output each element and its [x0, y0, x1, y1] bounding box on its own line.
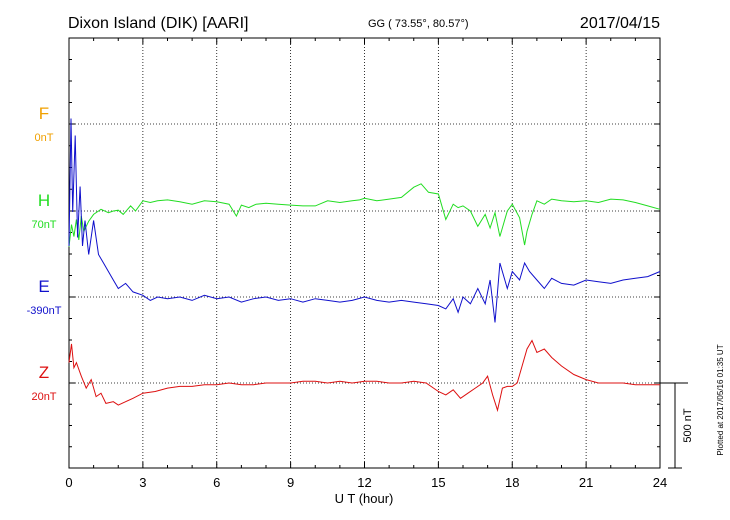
station-title: Dixon Island (DIK) [AARI]	[68, 15, 249, 32]
series-line-h	[68, 183, 661, 247]
x-tick-label: 9	[287, 475, 294, 490]
component-baseline-f: 0nT	[35, 132, 54, 144]
x-tick-label: 21	[579, 475, 593, 490]
component-letter-f: F	[39, 104, 49, 123]
series-line-z	[68, 339, 660, 413]
plotted-timestamp: Plotted at 2017/05/16 01:35 UT	[716, 344, 725, 455]
geographic-coordinates: GG ( 73.55°, 80.57°)	[368, 18, 469, 30]
x-axis-label: U T (hour)	[335, 491, 394, 506]
x-tick-label: 15	[431, 475, 445, 490]
component-letter-h: H	[38, 191, 50, 210]
x-tick-label: 3	[139, 475, 146, 490]
x-tick-label: 6	[213, 475, 220, 490]
component-baseline-h: 70nT	[31, 219, 56, 231]
plot-frame	[68, 37, 661, 469]
chart-date: 2017/04/15	[580, 15, 660, 32]
series-line-e	[68, 118, 661, 323]
component-letter-e: E	[38, 277, 49, 296]
component-labels: F 0nT H 70nT E -390nT Z 20nT	[27, 104, 62, 403]
x-tick-label: 12	[357, 475, 371, 490]
axis-ticks	[68, 37, 661, 469]
x-tick-label: 18	[505, 475, 519, 490]
grid-lines	[69, 38, 660, 468]
x-tick-labels: 0 3 6 9 12 15 18 21 24	[65, 475, 667, 490]
x-tick-label: 24	[653, 475, 667, 490]
scale-bar-label: 500 nT	[682, 408, 694, 443]
x-tick-label: 0	[65, 475, 72, 490]
scale-bar: 500 nT	[660, 382, 694, 469]
component-letter-z: Z	[39, 363, 49, 382]
component-baseline-z: 20nT	[31, 391, 56, 403]
series-lines	[68, 118, 661, 413]
component-baseline-e: -390nT	[27, 305, 62, 317]
